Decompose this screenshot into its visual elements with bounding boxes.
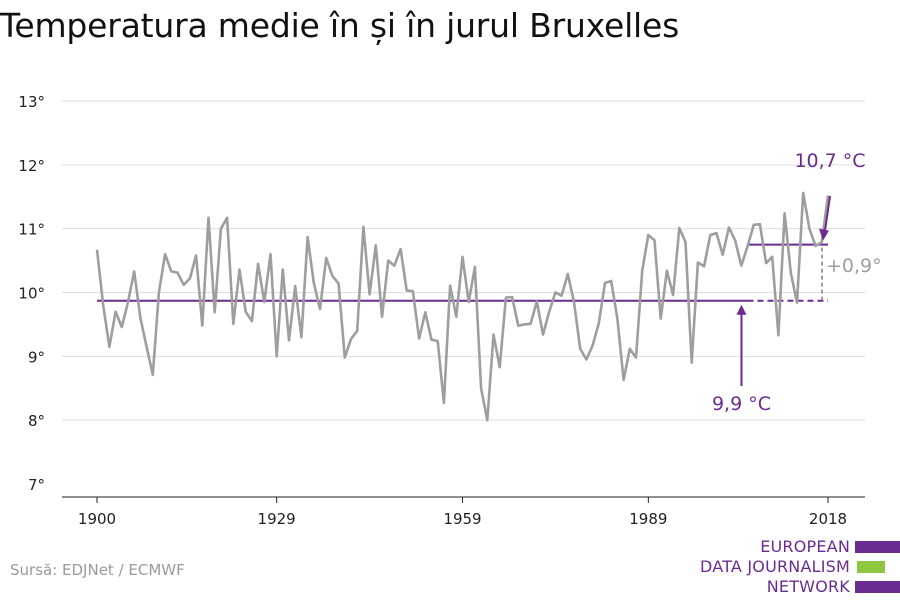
baseline-arrow-head	[736, 304, 747, 315]
x-tick-label-1900: 1900	[78, 510, 116, 528]
logo-bar-green	[857, 561, 885, 573]
difference-label: +0,9°	[826, 255, 882, 277]
baseline-mean-label: 9,9 °C	[712, 393, 771, 415]
chart-title: Temperatura medie în și în jurul Bruxell…	[0, 6, 680, 45]
y-tick-label-10: 10°	[18, 285, 45, 303]
x-tick-label-1989: 1989	[629, 510, 667, 528]
recent-arrow-head	[819, 228, 829, 241]
y-tick-label-13: 13°	[18, 93, 45, 111]
logo-text-network: NETWORK	[766, 577, 850, 596]
annotations: +0,9° 9,9 °C 10,7 °C	[712, 150, 882, 415]
y-tick-label-7: 7°	[28, 476, 45, 494]
recent-mean-label: 10,7 °C	[794, 150, 865, 172]
y-tick-label-12: 12°	[18, 157, 45, 175]
edjnet-logo: EUROPEAN DATA JOURNALISM NETWORK	[700, 536, 900, 600]
logo-text-data-journalism: DATA JOURNALISM	[700, 557, 850, 576]
logo-bar-purple-bottom	[855, 581, 900, 593]
recent-arrow-shaft	[824, 195, 831, 231]
x-tick-label-1959: 1959	[443, 510, 481, 528]
grid-lines	[62, 100, 865, 421]
y-axis-ticks: 7° 8° 9° 10° 11° 12° 13°	[18, 93, 45, 494]
x-tick-label-2018: 2018	[809, 510, 847, 528]
temperature-line	[95, 191, 830, 422]
x-axis: 1900 1929 1959 1989 2018	[62, 496, 865, 528]
y-tick-label-8: 8°	[28, 412, 45, 430]
temperature-series	[95, 191, 830, 422]
logo-text-european: EUROPEAN	[760, 537, 850, 556]
y-tick-label-11: 11°	[18, 221, 45, 239]
logo-bar-purple-top	[855, 541, 900, 553]
y-tick-label-9: 9°	[28, 348, 45, 366]
x-tick-label-1929: 1929	[258, 510, 296, 528]
source-note: Sursă: EDJNet / ECMWF	[10, 561, 185, 579]
